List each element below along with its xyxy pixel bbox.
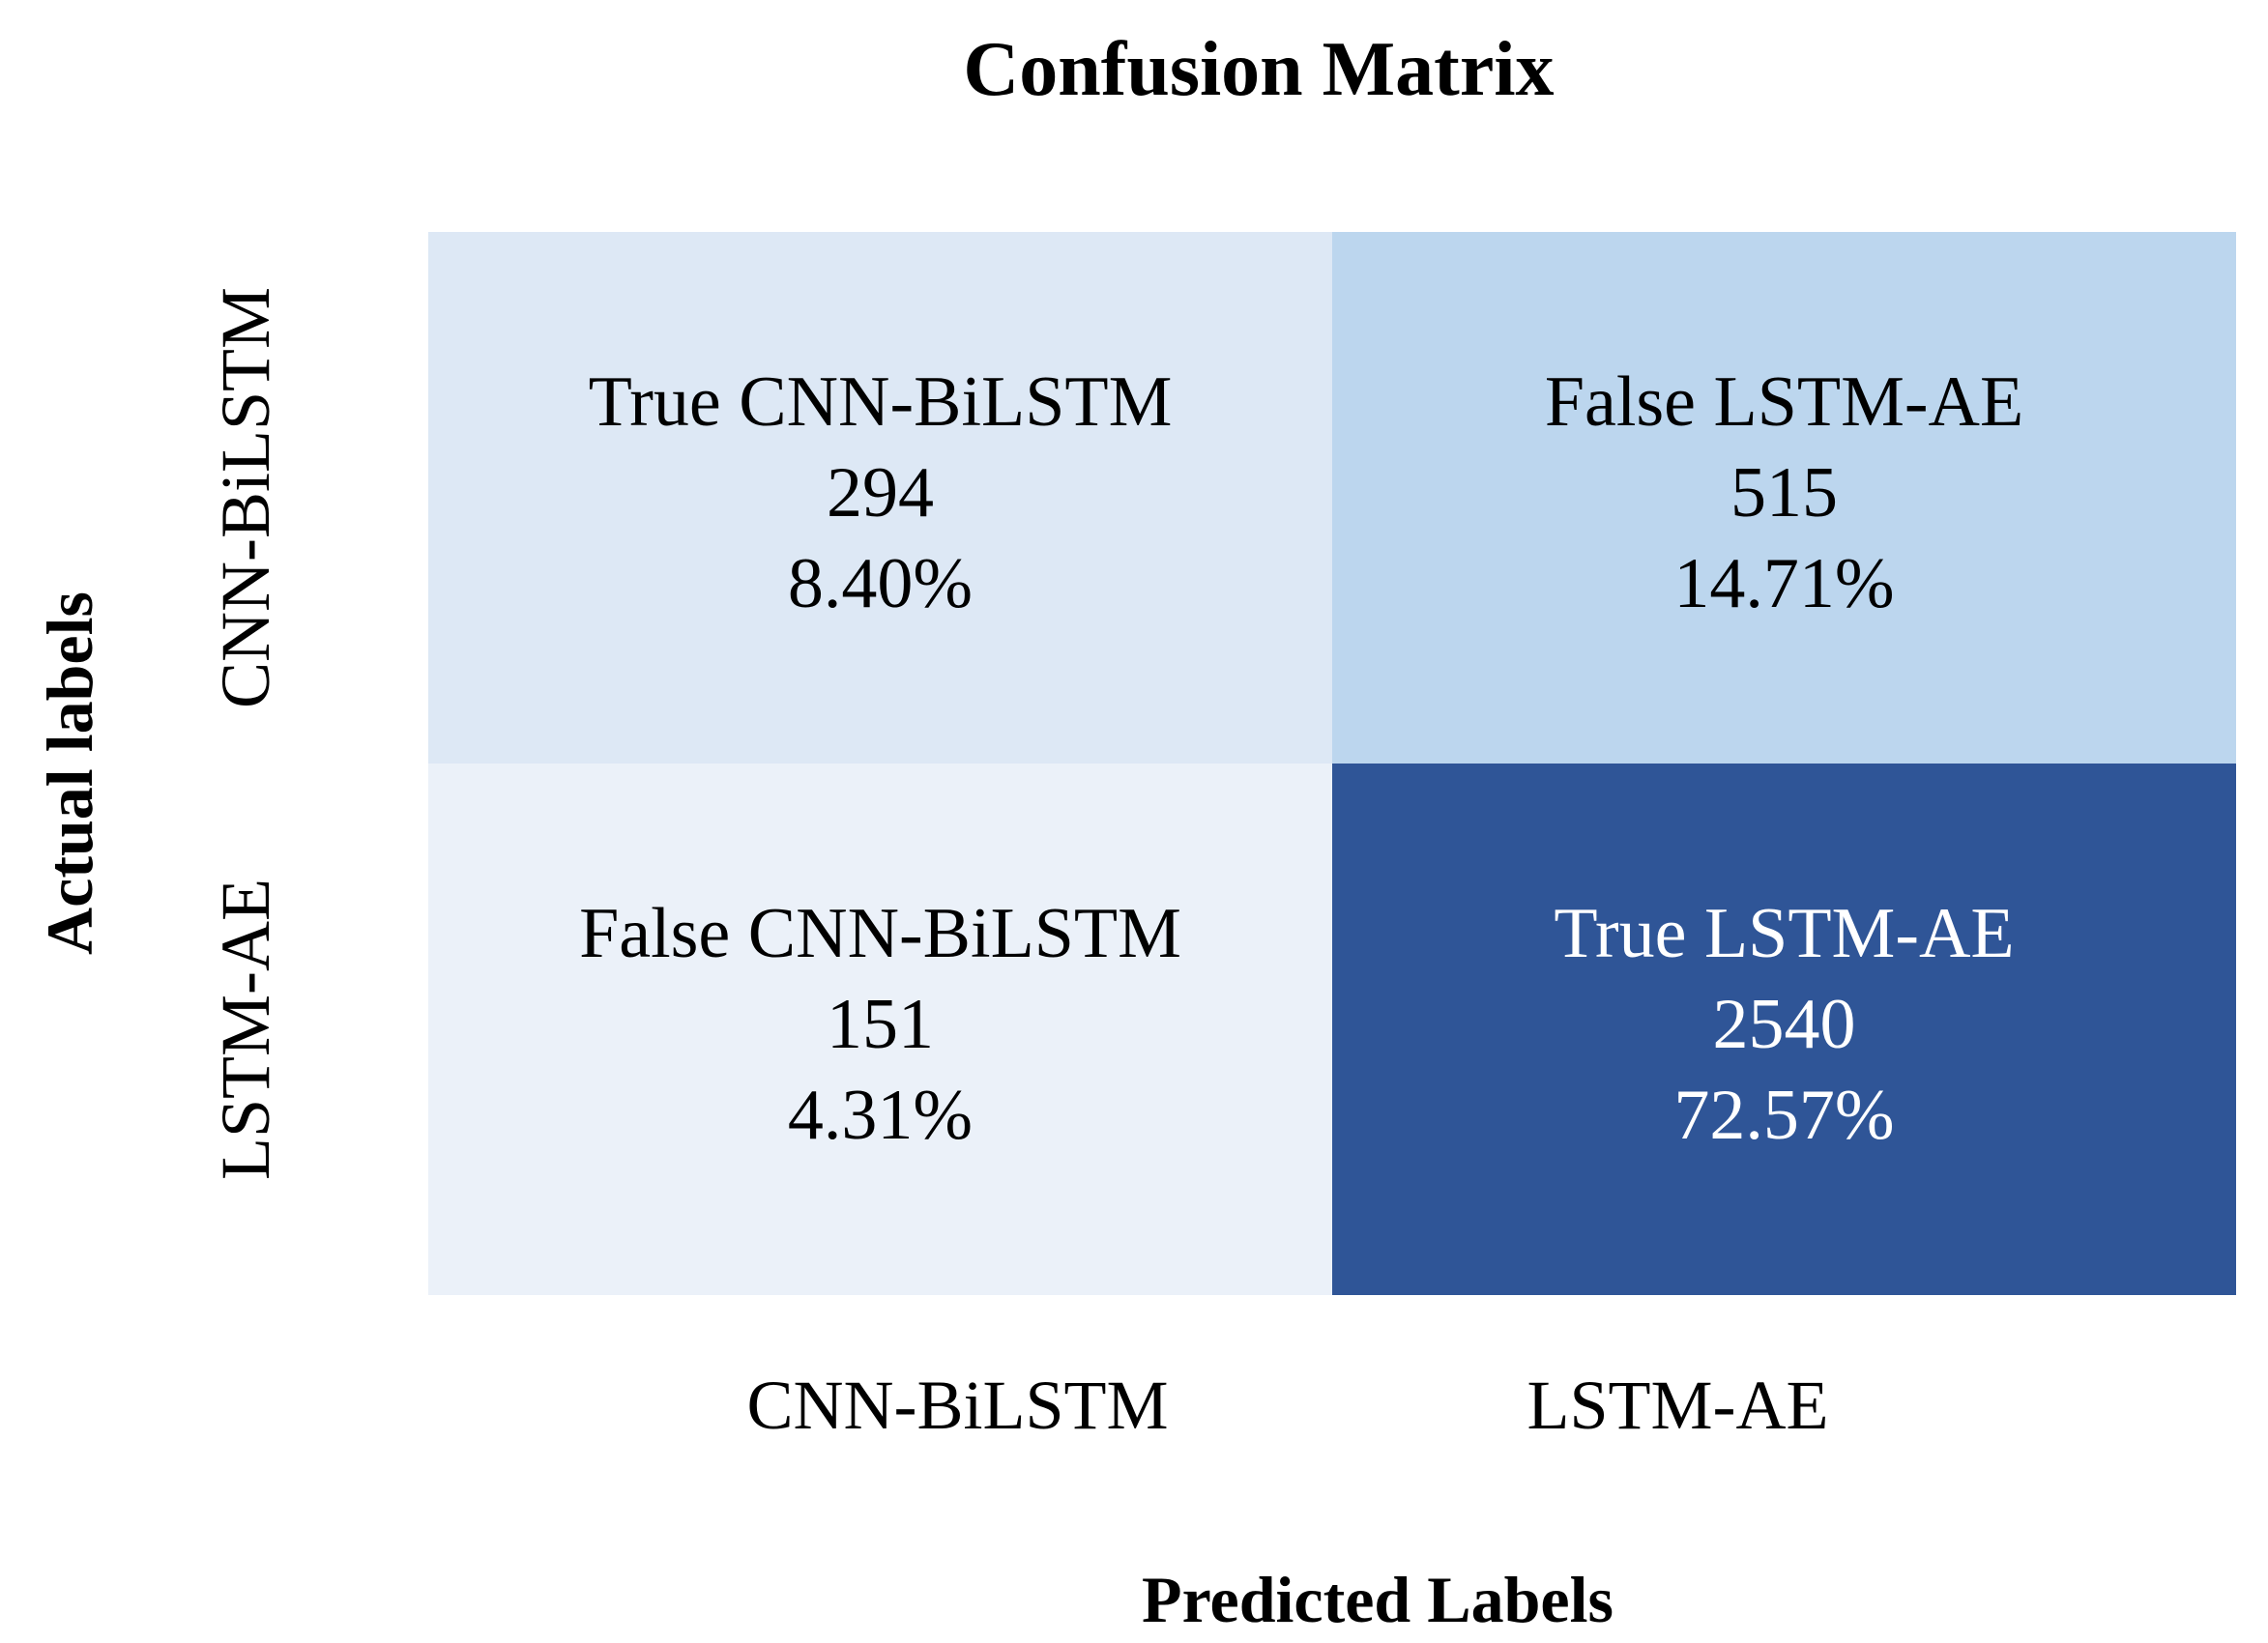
- cell-count: 2540: [1713, 985, 1856, 1064]
- matrix-cell: False LSTM-AE 515 14.71%: [1332, 232, 2236, 764]
- x-tick-label: CNN-BiLSTM: [746, 1367, 1168, 1444]
- y-axis-title: Actual labels: [33, 591, 106, 955]
- matrix-cell: False CNN-BiLSTM 151 4.31%: [428, 764, 1332, 1295]
- cell-count: 515: [1730, 453, 1838, 533]
- cell-count: 151: [827, 985, 934, 1064]
- x-tick-label: LSTM-AE: [1527, 1367, 1829, 1444]
- x-tick-labels: CNN-BiLSTM LSTM-AE: [746, 1367, 1828, 1444]
- cell-label: False LSTM-AE: [1545, 362, 2023, 442]
- matrix-cell-rect: [1332, 764, 2236, 1295]
- matrix-cell-rect: [428, 232, 1332, 764]
- y-tick-label: CNN-BiLSTM: [207, 287, 284, 708]
- cell-count: 294: [827, 453, 934, 533]
- cell-label: True CNN-BiLSTM: [589, 362, 1173, 442]
- matrix-cell: True LSTM-AE 2540 72.57%: [1332, 764, 2236, 1295]
- cell-label: True LSTM-AE: [1554, 894, 2014, 973]
- x-axis-title: Predicted Labels: [1142, 1563, 1614, 1636]
- y-tick-labels: CNN-BiLSTM LSTM-AE: [207, 287, 284, 1180]
- cell-percent: 4.31%: [788, 1076, 973, 1155]
- matrix-cell: True CNN-BiLSTM 294 8.40%: [428, 232, 1332, 764]
- cell-percent: 8.40%: [788, 544, 973, 623]
- cell-label: False CNN-BiLSTM: [579, 894, 1181, 973]
- matrix-cell-rect: [1332, 232, 2236, 764]
- matrix-cells: True CNN-BiLSTM 294 8.40% False LSTM-AE 515 1…: [428, 232, 2236, 1295]
- matrix-cell-rect: [428, 764, 1332, 1295]
- cell-percent: 14.71%: [1673, 544, 1894, 623]
- chart-title: Confusion Matrix: [963, 27, 1554, 112]
- cell-percent: 72.57%: [1673, 1076, 1894, 1155]
- y-tick-label: LSTM-AE: [207, 879, 284, 1180]
